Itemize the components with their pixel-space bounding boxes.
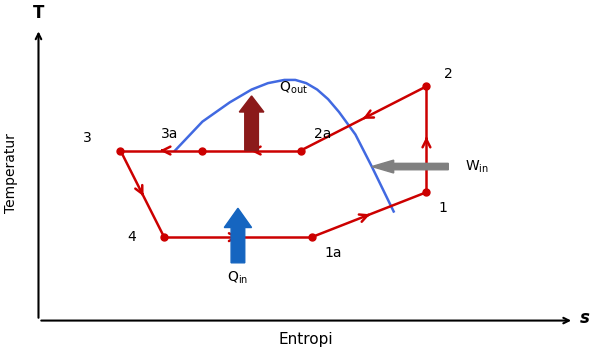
FancyArrow shape xyxy=(372,160,448,173)
Text: s: s xyxy=(580,309,590,327)
Text: 3: 3 xyxy=(83,131,92,145)
Text: 3a: 3a xyxy=(161,127,178,141)
FancyArrow shape xyxy=(225,208,252,263)
Text: 2a: 2a xyxy=(314,127,331,141)
Text: Temperatur: Temperatur xyxy=(4,133,18,213)
Text: 1a: 1a xyxy=(325,246,342,260)
Text: Q$_{\mathregular{out}}$: Q$_{\mathregular{out}}$ xyxy=(279,79,308,96)
Text: 4: 4 xyxy=(127,230,136,244)
Text: 2: 2 xyxy=(444,66,453,80)
Text: Q$_{\mathregular{in}}$: Q$_{\mathregular{in}}$ xyxy=(228,269,248,286)
Text: W$_{\mathregular{in}}$: W$_{\mathregular{in}}$ xyxy=(465,158,489,175)
Text: Entropi: Entropi xyxy=(279,332,334,347)
Text: T: T xyxy=(33,4,44,22)
FancyArrow shape xyxy=(239,96,264,150)
Text: 1: 1 xyxy=(438,201,447,215)
